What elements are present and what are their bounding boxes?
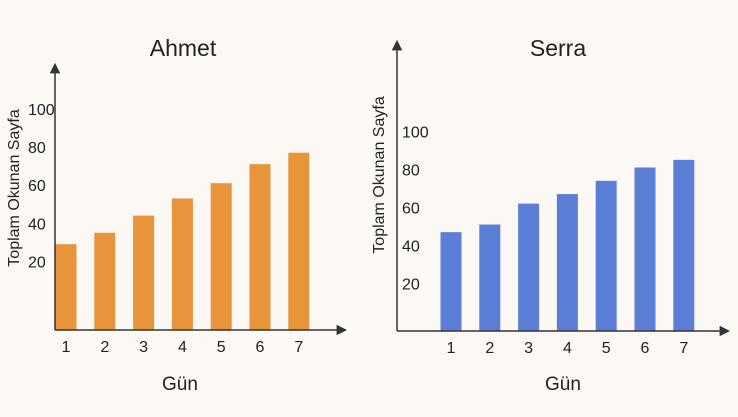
x-tick-label: 5 <box>217 339 226 356</box>
chart-title: Serra <box>530 35 586 61</box>
chart-title: Ahmet <box>150 35 217 61</box>
bar <box>210 183 232 330</box>
bar <box>673 159 695 331</box>
y-axis-label: Toplam Okunan Sayfa <box>371 96 388 254</box>
x-tick-label: 1 <box>447 340 456 357</box>
bar <box>171 198 193 330</box>
x-tick-label: 3 <box>524 340 533 357</box>
bar <box>249 164 271 330</box>
x-tick-label: 6 <box>256 339 265 356</box>
bar <box>556 194 578 331</box>
y-tick-label: 40 <box>28 216 46 233</box>
x-axis-label: Gün <box>162 374 198 395</box>
x-tick-label: 4 <box>563 340 572 357</box>
bar <box>55 244 77 330</box>
y-tick-label: 40 <box>402 239 420 256</box>
y-axis-label: Toplam Okunan Sayfa <box>6 109 23 267</box>
bar <box>440 232 462 331</box>
y-tick-label: 60 <box>402 201 420 218</box>
x-tick-label: 4 <box>178 339 187 356</box>
y-tick-label: 80 <box>28 140 46 157</box>
bar <box>94 232 116 330</box>
x-tick-label: 2 <box>485 340 494 357</box>
bar <box>133 215 155 330</box>
bar <box>518 203 540 331</box>
x-tick-label: 1 <box>62 339 71 356</box>
x-axis-label: Gün <box>545 374 581 395</box>
x-tick-label: 6 <box>641 340 650 357</box>
bar <box>595 180 617 331</box>
y-tick-label: 80 <box>402 163 420 180</box>
x-tick-label: 2 <box>100 339 109 356</box>
bar <box>634 167 656 331</box>
y-tick-label: 20 <box>28 254 46 271</box>
x-tick-label: 7 <box>294 339 303 356</box>
bar <box>479 224 501 331</box>
y-tick-label: 100 <box>28 102 55 119</box>
x-tick-label: 5 <box>602 340 611 357</box>
y-tick-label: 20 <box>402 277 420 294</box>
bar <box>288 152 310 330</box>
x-tick-label: 7 <box>679 340 688 357</box>
x-tick-label: 3 <box>139 339 148 356</box>
y-tick-label: 60 <box>28 178 46 195</box>
y-tick-label: 100 <box>402 124 429 141</box>
